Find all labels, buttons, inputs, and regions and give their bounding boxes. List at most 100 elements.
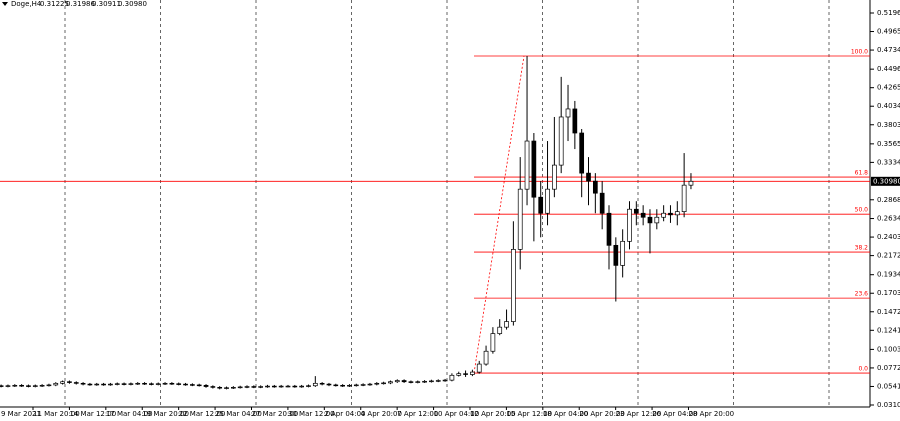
candle-body — [688, 180, 694, 186]
fib-label: 23.6 — [855, 291, 869, 298]
candle-body — [155, 383, 161, 385]
candle-body — [565, 108, 571, 118]
candle-body — [258, 386, 264, 388]
candle-body — [422, 380, 427, 383]
header-value: 0.30980 — [118, 0, 147, 8]
candle-body — [306, 385, 311, 387]
candle-body — [26, 385, 31, 387]
candle-body — [169, 382, 175, 385]
candle-body — [647, 216, 653, 224]
candle-body — [586, 172, 591, 182]
candle-body — [32, 385, 38, 387]
candle-body — [299, 385, 304, 388]
candle-body — [94, 383, 100, 386]
candle-body — [470, 371, 475, 375]
candle-body — [128, 383, 134, 385]
x-tick-label: 17 Mar 04:00 — [106, 410, 153, 418]
header-value: 0.30911 — [92, 0, 121, 8]
x-tick-label: 2 Apr 04:00 — [324, 410, 365, 418]
x-tick-label: 23 Apr 12:00 — [616, 410, 662, 418]
candle-body — [46, 384, 52, 387]
candle-body — [271, 385, 277, 388]
x-tick-label: 10 Apr 04:00 — [434, 410, 480, 418]
candle-body — [504, 321, 509, 328]
candle-body — [449, 374, 455, 381]
x-tick-label: 11 Mar 20:00 — [33, 410, 80, 418]
candle-body — [476, 363, 482, 373]
fib-label: 100.0 — [851, 48, 868, 55]
candle-body — [190, 384, 195, 386]
candle-body — [39, 384, 45, 387]
candle-body — [511, 249, 516, 322]
candle-body — [333, 384, 339, 387]
x-tick-label: 25 Mar 04:00 — [215, 410, 262, 418]
candle-body — [210, 386, 216, 388]
candle-body — [668, 212, 673, 216]
candle-body — [497, 326, 503, 334]
candle-body — [599, 192, 605, 214]
candle-body — [101, 383, 106, 386]
candle-body — [558, 116, 564, 166]
y-tick-label: 0.03100 — [877, 401, 900, 409]
fib-label: 61.8 — [855, 170, 869, 177]
candle-body — [135, 382, 141, 385]
x-tick-label: 4 Apr 20:00 — [361, 410, 402, 418]
candle-body — [224, 387, 229, 389]
candle-body — [674, 211, 680, 216]
candle-body — [408, 381, 414, 383]
candle-body — [531, 140, 537, 198]
candle-body — [401, 380, 407, 383]
candle-body — [340, 384, 345, 387]
candle-body — [435, 380, 441, 382]
candle-body — [483, 350, 489, 365]
candle-body — [19, 384, 24, 387]
candle-body — [381, 382, 386, 385]
x-tick-label: 19 Mar 20:00 — [142, 410, 189, 418]
candle-body — [326, 383, 332, 386]
candle-body — [415, 381, 421, 383]
candle-body — [203, 384, 209, 387]
candle-body — [285, 385, 291, 388]
candle-body — [592, 180, 598, 194]
candle-body — [237, 386, 243, 389]
candle-body — [463, 373, 468, 375]
candle-body — [251, 386, 257, 388]
candle-body — [142, 382, 147, 385]
x-tick-label: 12 Apr 20:00 — [470, 410, 516, 418]
candle-body — [353, 384, 359, 387]
candle-body — [490, 333, 496, 352]
candle-body — [231, 386, 236, 389]
candle-body — [312, 382, 318, 387]
menu-arrow — [2, 2, 8, 6]
symbol-title: Doge,H4 — [11, 0, 42, 8]
candle-body — [681, 184, 687, 212]
candle-body — [456, 373, 462, 376]
last-price-label: 0.30980 — [873, 177, 900, 185]
candle-body — [620, 240, 626, 266]
candle-body — [538, 196, 544, 214]
candle-body — [196, 384, 202, 387]
candle-body — [183, 383, 188, 386]
candle-body — [67, 381, 72, 383]
candle-body — [374, 382, 380, 385]
candle-body — [579, 132, 585, 174]
candle-body — [114, 383, 120, 385]
